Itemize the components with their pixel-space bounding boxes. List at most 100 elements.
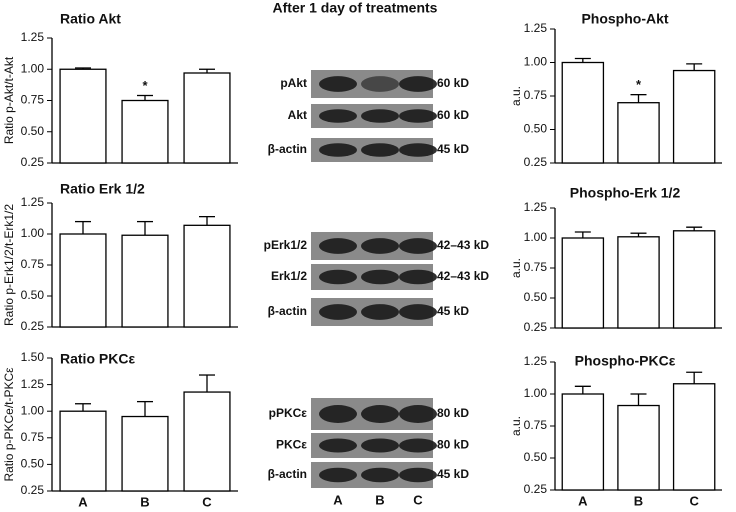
blot-band xyxy=(361,405,399,423)
y-tick-label: 0.75 xyxy=(524,418,548,432)
blot-band xyxy=(319,76,357,92)
blot-label: pErk1/2 xyxy=(264,238,308,252)
y-axis-label: Ratio p-PKCe/t-PKCε xyxy=(2,367,16,482)
y-tick-label: 0.50 xyxy=(21,124,45,138)
y-tick-label: 0.25 xyxy=(524,155,548,169)
bar xyxy=(183,72,231,164)
bar xyxy=(561,393,605,491)
blot-band xyxy=(361,76,399,92)
bar xyxy=(59,410,107,492)
y-tick-label: 1.25 xyxy=(21,377,45,391)
chart-title: Phospho-Akt xyxy=(581,11,668,27)
bar xyxy=(617,102,660,164)
blot-label: Akt xyxy=(288,108,307,122)
blot-size: 60 kD xyxy=(437,76,469,90)
y-tick-label: 1.25 xyxy=(524,21,548,35)
y-tick-label: 1.00 xyxy=(21,403,45,417)
blot-label: Erk1/2 xyxy=(271,269,307,283)
y-tick-label: 0.50 xyxy=(21,288,45,302)
blot-band xyxy=(319,304,357,320)
blot-band xyxy=(361,304,399,320)
blot-band xyxy=(399,304,437,320)
y-axis-label: a.u. xyxy=(509,416,523,436)
blot-band xyxy=(361,467,399,483)
blot-band xyxy=(361,238,399,254)
lane-label: A xyxy=(333,492,343,507)
lane-label: B xyxy=(375,492,384,507)
chart-title: Ratio Erk 1/2 xyxy=(60,181,145,197)
bar xyxy=(183,391,231,492)
y-tick-label: 0.25 xyxy=(21,319,45,333)
y-tick-label: 0.75 xyxy=(524,260,548,274)
x-tick-label: B xyxy=(634,493,643,508)
x-tick-label: C xyxy=(689,493,699,508)
y-tick-label: 1.50 xyxy=(21,350,45,364)
blot-band xyxy=(399,405,437,423)
y-tick-label: 0.25 xyxy=(21,155,45,169)
blot-band xyxy=(361,438,399,453)
blot-band xyxy=(361,109,399,123)
y-tick-label: 0.25 xyxy=(524,320,548,334)
blot-band xyxy=(319,143,357,157)
bar xyxy=(672,69,716,164)
y-axis-label: a.u. xyxy=(509,86,523,106)
bar xyxy=(672,383,716,491)
x-tick-label: A xyxy=(78,494,88,509)
chart-title: Phospho-Erk 1/2 xyxy=(570,185,681,201)
bar xyxy=(672,230,716,329)
y-tick-label: 1.00 xyxy=(21,61,45,75)
bar xyxy=(561,237,605,329)
blot-band xyxy=(399,76,437,92)
blot-size: 45 kD xyxy=(437,142,469,156)
bar xyxy=(617,404,660,491)
y-axis-label: Ratio p-Erk1/2/t-Erk1/2 xyxy=(2,204,16,326)
x-tick-label: B xyxy=(140,494,149,509)
y-tick-label: 0.75 xyxy=(21,257,45,271)
y-tick-label: 1.25 xyxy=(524,200,548,214)
lane-label: C xyxy=(413,492,423,507)
chart-title: Ratio Akt xyxy=(60,11,121,27)
blot-label: β-actin xyxy=(268,304,307,318)
y-tick-label: 1.25 xyxy=(21,195,45,209)
y-tick-label: 1.00 xyxy=(524,386,548,400)
blot-size: 45 kD xyxy=(437,467,469,481)
blot-size: 60 kD xyxy=(437,108,469,122)
blot-size: 80 kD xyxy=(437,406,469,420)
y-tick-label: 1.00 xyxy=(21,226,45,240)
blot-band xyxy=(399,238,437,254)
blot-label: β-actin xyxy=(268,467,307,481)
blot-band xyxy=(399,143,437,157)
x-tick-label: A xyxy=(578,493,588,508)
blot-band xyxy=(319,467,357,483)
bar xyxy=(121,99,169,164)
y-tick-label: 0.50 xyxy=(524,450,548,464)
blot-band xyxy=(319,405,357,423)
y-tick-label: 0.50 xyxy=(21,457,45,471)
bar xyxy=(617,236,660,329)
chart-title: Ratio PKCε xyxy=(60,351,135,367)
chart-title: Phospho-PKCε xyxy=(575,353,676,369)
blot-band xyxy=(319,438,357,453)
bar xyxy=(561,61,605,164)
blot-band xyxy=(319,238,357,254)
x-tick-label: C xyxy=(202,494,212,509)
y-axis-label: a.u. xyxy=(509,258,523,278)
y-tick-label: 0.50 xyxy=(524,290,548,304)
significance-mark: * xyxy=(142,78,148,93)
y-tick-label: 0.75 xyxy=(524,88,548,102)
blot-size: 80 kD xyxy=(437,438,469,452)
blot-size: 42–43 kD xyxy=(437,269,489,283)
y-tick-label: 0.75 xyxy=(21,430,45,444)
blot-band xyxy=(319,109,357,123)
bar xyxy=(59,233,107,328)
bar xyxy=(121,234,169,328)
blot-band xyxy=(361,143,399,157)
bar xyxy=(59,68,107,164)
blot-size: 45 kD xyxy=(437,304,469,318)
y-axis-label: Ratio p-Akt/t-Akt xyxy=(2,56,16,144)
blot-band xyxy=(361,269,399,285)
y-tick-label: 1.00 xyxy=(524,230,548,244)
blot-label: pAkt xyxy=(280,76,307,90)
blot-label: pPKCε xyxy=(269,406,308,420)
bar xyxy=(183,224,231,328)
